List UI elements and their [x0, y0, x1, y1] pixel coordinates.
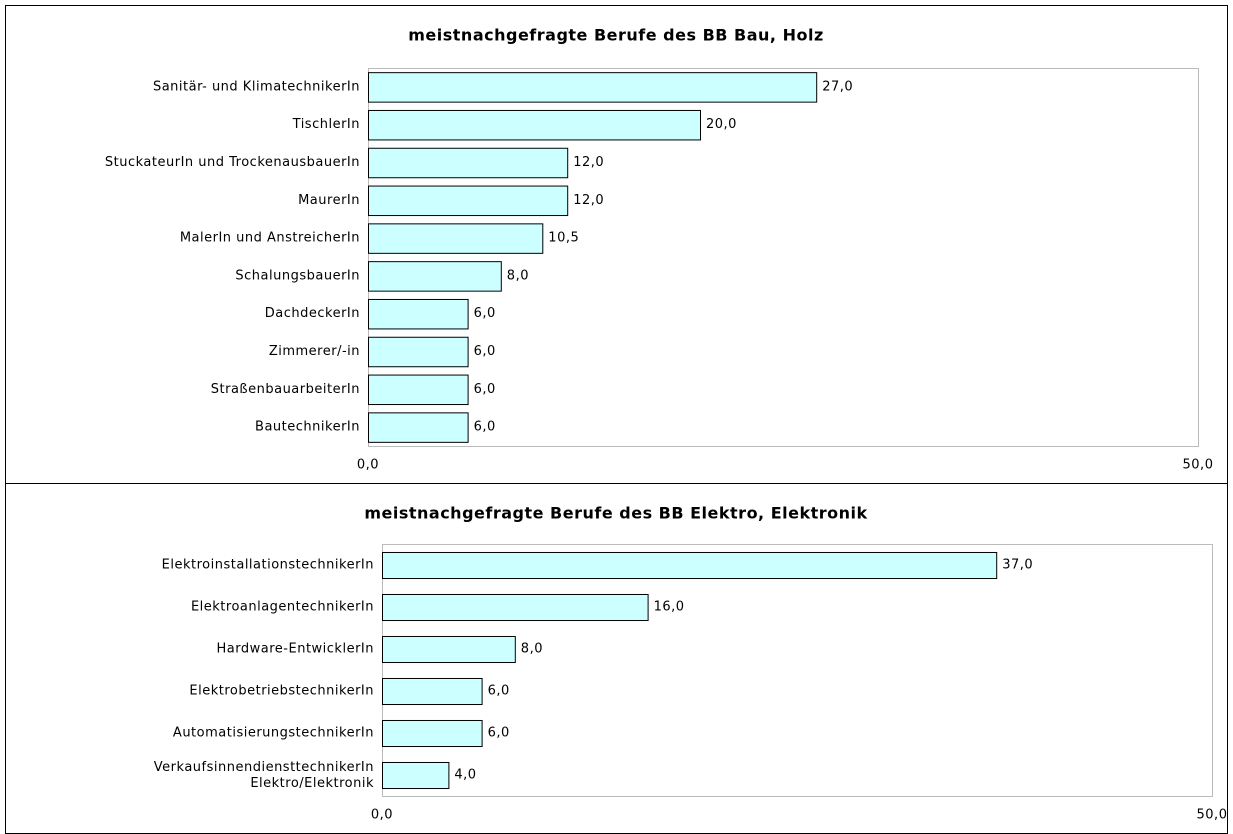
value-label: 6,0 [474, 344, 496, 359]
bar [368, 298, 469, 330]
y-tick-label: MalerIn und AnstreicherIn [180, 231, 360, 246]
bar [382, 719, 483, 748]
plot-area [382, 544, 1213, 797]
value-label: 4,0 [454, 768, 476, 783]
bar [382, 635, 516, 664]
y-tick-label: Sanitär- und KlimatechnikerIn [153, 79, 360, 94]
y-tick-label: Zimmerer/-in [269, 344, 360, 359]
chart-title: meistnachgefragte Berufe des BB Elektro,… [364, 504, 867, 523]
bar [368, 336, 469, 368]
bar [368, 374, 469, 406]
y-tick-label: DachdeckerIn [265, 306, 360, 321]
x-tick-label: 0,0 [371, 808, 393, 823]
y-tick-label: StuckateurIn und TrockenausbauerIn [105, 155, 360, 170]
x-tick-label: 50,0 [1197, 808, 1228, 823]
value-label: 12,0 [573, 155, 604, 170]
bar [382, 677, 483, 706]
x-tick-label: 50,0 [1183, 458, 1214, 473]
value-label: 27,0 [822, 79, 853, 94]
value-label: 6,0 [488, 684, 510, 699]
y-tick-label: SchalungsbauerIn [235, 268, 360, 283]
y-tick-label: TischlerIn [292, 117, 360, 132]
value-label: 6,0 [474, 306, 496, 321]
y-tick-label: AutomatisierungstechnikerIn [173, 726, 374, 741]
bar [368, 261, 502, 292]
y-tick-label: Hardware-EntwicklerIn [217, 642, 374, 657]
value-label: 8,0 [507, 268, 529, 283]
y-tick-label: VerkaufsinnendiensttechnikerIn Elektro/El… [154, 760, 374, 791]
bar [382, 761, 450, 790]
value-label: 20,0 [706, 117, 737, 132]
chart-title: meistnachgefragte Berufe des BB Bau, Hol… [408, 26, 824, 45]
bar [368, 223, 544, 254]
y-tick-label: StraßenbauarbeiterIn [211, 382, 360, 397]
value-label: 12,0 [573, 193, 604, 208]
y-tick-label: BautechnikerIn [255, 420, 360, 435]
bar [368, 185, 569, 217]
value-label: 6,0 [474, 382, 496, 397]
value-label: 16,0 [654, 600, 685, 615]
y-tick-label: ElektrobetriebstechnikerIn [189, 684, 374, 699]
value-label: 10,5 [548, 231, 579, 246]
y-tick-label: MaurerIn [298, 193, 360, 208]
y-tick-label: ElektroinstallationstechnikerIn [162, 558, 374, 573]
bar [368, 412, 469, 443]
bar [382, 551, 998, 580]
bar [368, 72, 818, 103]
x-tick-label: 0,0 [357, 458, 379, 473]
value-label: 6,0 [474, 420, 496, 435]
value-label: 37,0 [1002, 558, 1033, 573]
bar [368, 147, 569, 179]
value-label: 8,0 [521, 642, 543, 657]
bar [368, 109, 701, 141]
bar [382, 593, 649, 622]
y-tick-label: ElektroanlagentechnikerIn [191, 600, 374, 615]
value-label: 6,0 [488, 726, 510, 741]
